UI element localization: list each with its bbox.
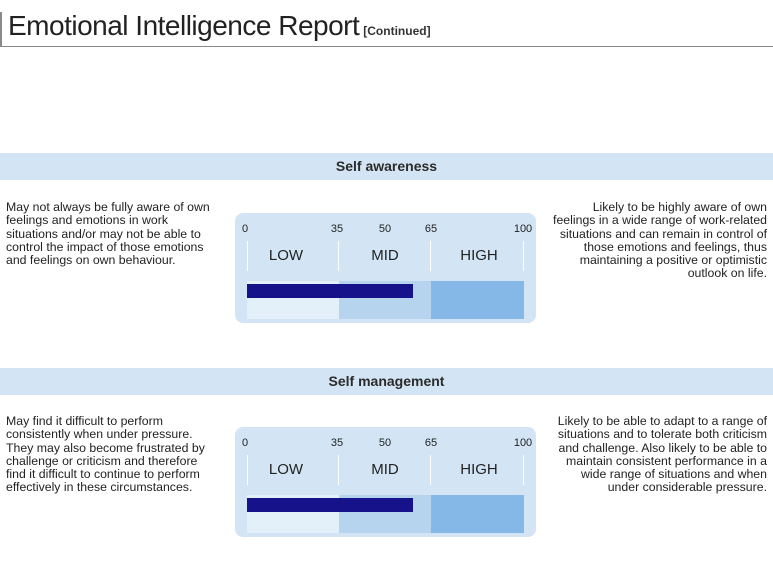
zone-label-high: HIGH xyxy=(460,461,498,478)
page-title: Emotional Intelligence Report [Continued] xyxy=(8,10,431,42)
zone-high-band xyxy=(431,281,524,319)
zone-divider xyxy=(247,241,248,271)
score-bar xyxy=(247,498,414,512)
score-bar xyxy=(247,284,414,298)
title-accent-rule xyxy=(0,12,2,47)
zone-divider xyxy=(523,241,524,271)
tick-label: 65 xyxy=(424,223,438,235)
low-description: May find it difficult to perform consist… xyxy=(6,414,205,495)
low-description: May not always be fully aware of own fee… xyxy=(6,200,210,268)
page-subtitle: [Continued] xyxy=(363,24,431,38)
tick-label: 0 xyxy=(241,223,249,235)
zone-label-low: LOW xyxy=(268,247,304,264)
zone-label-high: HIGH xyxy=(460,247,498,264)
section-self-awareness: Self awareness May not always be fully a… xyxy=(0,153,773,333)
zone-label-mid: MID xyxy=(371,461,399,478)
tick-label: 100 xyxy=(513,437,533,449)
zone-divider xyxy=(430,455,431,485)
tick-label: 100 xyxy=(513,223,533,235)
tick-label: 0 xyxy=(241,437,249,449)
zone-divider xyxy=(338,455,339,485)
zone-label-mid: MID xyxy=(371,247,399,264)
high-description: Likely to be able to adapt to a range of… xyxy=(557,414,767,495)
tick-label: 35 xyxy=(330,437,344,449)
tick-label: 50 xyxy=(378,223,392,235)
high-description: Likely to be highly aware of own feeling… xyxy=(553,200,767,281)
tick-label: 35 xyxy=(330,223,344,235)
section-heading: Self awareness xyxy=(0,153,773,180)
zone-high-band xyxy=(431,495,524,533)
zone-label-low: LOW xyxy=(268,461,304,478)
tick-label: 50 xyxy=(378,437,392,449)
zone-divider xyxy=(430,241,431,271)
zone-divider xyxy=(247,455,248,485)
zone-divider xyxy=(523,455,524,485)
report-header: Emotional Intelligence Report [Continued] xyxy=(0,0,773,47)
tick-label: 65 xyxy=(424,437,438,449)
zone-divider xyxy=(338,241,339,271)
score-scale: 0 35 50 65 100 LOW MID HIGH xyxy=(235,213,536,323)
section-heading: Self management xyxy=(0,368,773,395)
score-scale: 0 35 50 65 100 LOW MID HIGH xyxy=(235,427,536,537)
page-title-text: Emotional Intelligence Report xyxy=(8,10,360,41)
section-self-management: Self management May find it difficult to… xyxy=(0,368,773,548)
